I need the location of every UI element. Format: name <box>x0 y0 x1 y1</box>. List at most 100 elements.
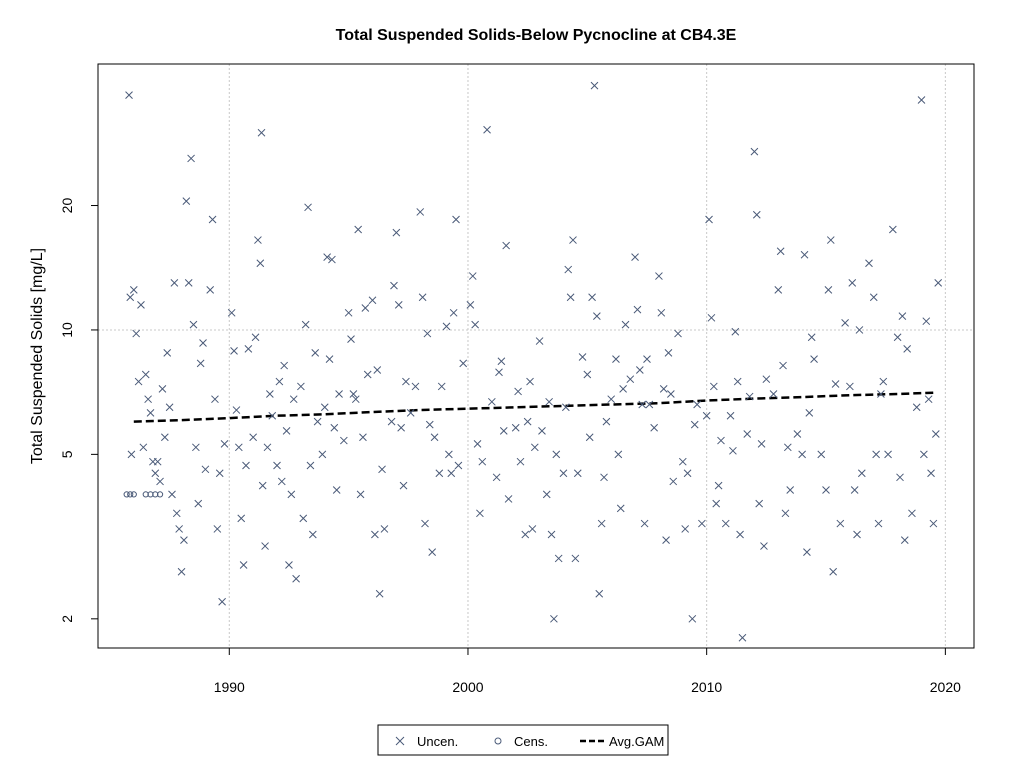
uncensored-point <box>690 420 699 429</box>
uncensored-point <box>332 486 341 494</box>
uncensored-point <box>590 81 599 90</box>
uncensored-point <box>726 411 735 420</box>
uncensored-point <box>931 430 940 438</box>
uncensored-point <box>423 329 432 338</box>
uncensored-point <box>306 461 315 470</box>
uncensored-point <box>757 440 766 448</box>
uncensored-point <box>669 477 678 486</box>
legend: Uncen. Cens. Avg.GAM <box>377 724 669 756</box>
uncensored-point <box>877 390 885 398</box>
uncensored-point <box>619 385 627 393</box>
uncensored-point <box>514 387 522 396</box>
uncensored-point <box>626 375 635 384</box>
uncensored-point <box>187 154 195 163</box>
uncensored-point <box>571 554 580 563</box>
uncensored-point <box>712 499 721 508</box>
uncensored-point <box>595 589 604 598</box>
uncensored-point <box>196 359 205 368</box>
uncensored-point <box>232 406 241 414</box>
uncensored-point <box>783 443 792 452</box>
uncensored-point <box>373 366 382 374</box>
legend-entry-uncen: Uncen. <box>395 734 458 749</box>
uncensored-point <box>471 320 479 329</box>
censored-point <box>123 491 130 498</box>
uncensored-point <box>335 390 343 398</box>
uncensored-point <box>189 320 198 329</box>
uncensored-point <box>397 423 405 432</box>
uncensored-point <box>230 347 238 355</box>
uncensored-point <box>826 236 835 244</box>
uncensored-point <box>328 255 336 264</box>
uncensored-point <box>421 519 429 528</box>
uncensored-point <box>387 417 396 426</box>
uncensored-point <box>361 304 370 312</box>
uncensored-point <box>614 450 623 459</box>
uncensored-point <box>781 509 790 518</box>
uncensored-point <box>180 536 188 545</box>
x-tick-label: 2020 <box>930 679 961 695</box>
uncensored-point <box>220 440 229 448</box>
legend-box <box>377 724 669 756</box>
uncensored-point <box>354 225 363 234</box>
uncensored-point <box>569 236 577 244</box>
censored-point <box>130 491 137 498</box>
uncensored-point <box>478 457 487 466</box>
legend-entry-gam: Avg.GAM <box>580 734 664 749</box>
uncensored-point <box>287 490 296 499</box>
uncensored-point <box>848 278 857 287</box>
uncensored-point <box>903 344 912 353</box>
uncensored-point <box>638 400 647 409</box>
uncensored-point <box>177 567 186 576</box>
uncensored-point <box>168 490 176 499</box>
uncensored-point <box>934 278 943 287</box>
legend-label-gam: Avg.GAM <box>609 734 664 749</box>
uncensored-point <box>146 409 155 417</box>
legend-entry-cens: Cens. <box>494 734 548 749</box>
uncensored-point <box>547 530 556 539</box>
uncensored-point <box>199 339 207 347</box>
uncensored-point <box>855 326 864 334</box>
uncensored-point <box>583 370 592 379</box>
uncensored-point <box>132 329 141 338</box>
uncensored-point <box>786 486 795 494</box>
uncensored-point <box>280 361 289 370</box>
uncensored-point <box>709 382 718 391</box>
uncensored-point <box>530 443 539 452</box>
uncensored-point <box>750 147 759 156</box>
uncensored-point <box>263 443 272 452</box>
uncensored-point <box>738 633 747 642</box>
uncensored-point <box>588 293 596 302</box>
uncensored-point <box>234 443 243 452</box>
uncensored-point <box>836 519 845 528</box>
y-axis: 2 5 10 20 <box>59 198 98 623</box>
uncensored-point <box>872 450 880 459</box>
y-tick-label: 10 <box>59 322 75 338</box>
uncensored-point <box>657 308 666 317</box>
uncensored-point <box>693 400 701 409</box>
uncensored-point <box>268 411 277 420</box>
uncensored-point <box>900 536 909 545</box>
uncensored-point <box>869 293 878 302</box>
uncensored-point <box>884 450 892 459</box>
uncensored-point <box>371 530 379 539</box>
uncensored-point <box>667 390 675 398</box>
censored-point <box>156 491 164 498</box>
uncensored-point <box>631 253 639 262</box>
uncensored-point <box>151 469 160 478</box>
uncensored-point <box>874 519 883 528</box>
uncensored-point <box>681 525 690 533</box>
uncensored-point <box>593 312 601 320</box>
uncensored-point <box>239 561 248 569</box>
uncensored-point <box>521 530 530 539</box>
gam-line <box>133 391 934 423</box>
uncensored-point <box>318 450 327 459</box>
uncensored-point <box>561 403 570 412</box>
uncensored-point <box>160 433 169 442</box>
uncensored-point <box>394 301 403 309</box>
gam-layer <box>133 391 934 423</box>
uncensored-point <box>528 525 537 533</box>
uncensored-point <box>662 536 670 545</box>
uncensored-point <box>585 433 594 442</box>
uncensored-point <box>215 469 224 478</box>
